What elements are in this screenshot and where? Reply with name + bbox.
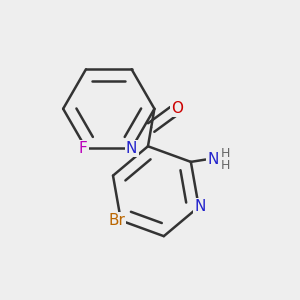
Text: N: N [207,152,219,167]
Text: O: O [171,101,183,116]
Text: H: H [221,159,231,172]
Text: Br: Br [108,213,125,228]
Text: H: H [221,147,231,160]
Text: N: N [195,199,206,214]
Text: N: N [126,141,137,156]
Text: F: F [79,141,87,156]
